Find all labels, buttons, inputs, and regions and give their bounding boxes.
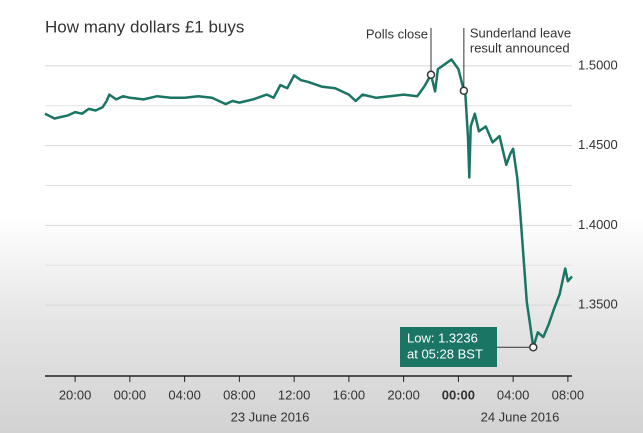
y-tick-label: 1.4500	[578, 137, 618, 152]
x-tick-label: 00:00	[442, 387, 475, 402]
y-tick-label: 1.3500	[578, 297, 618, 312]
annotation-text: Sunderland leave	[470, 25, 571, 40]
x-tick-label: 16:00	[333, 387, 366, 402]
annotation-marker	[426, 70, 436, 80]
date-label: 24 June 2016	[481, 409, 560, 424]
annotation-text: result announced	[470, 40, 570, 55]
x-tick-label: 20:00	[387, 387, 420, 402]
annotation-box	[400, 327, 497, 367]
annotation-text: at 05:28 BST	[407, 346, 483, 361]
x-tick-label: 08:00	[552, 387, 585, 402]
annotation-marker	[529, 343, 538, 352]
line	[44, 58, 573, 349]
annotation-text: Low: 1.3236	[407, 330, 478, 345]
x-tick-label: 00:00	[114, 387, 147, 402]
annotation-text: Polls close	[366, 26, 428, 41]
annotation-marker	[459, 86, 469, 95]
y-tick-label: 1.4000	[578, 217, 618, 232]
x-tick-label: 04:00	[168, 387, 201, 402]
x-tick-label: 04:00	[497, 387, 530, 402]
x-tick-label: 12:00	[278, 387, 311, 402]
date-label: 23 June 2016	[231, 409, 310, 424]
x-tick-label: 20:00	[59, 387, 92, 402]
x-tick-label: 08:00	[223, 387, 256, 402]
chart-title: How many dollars £1 buys	[45, 17, 244, 36]
y-tick-label: 1.5000	[578, 57, 618, 72]
